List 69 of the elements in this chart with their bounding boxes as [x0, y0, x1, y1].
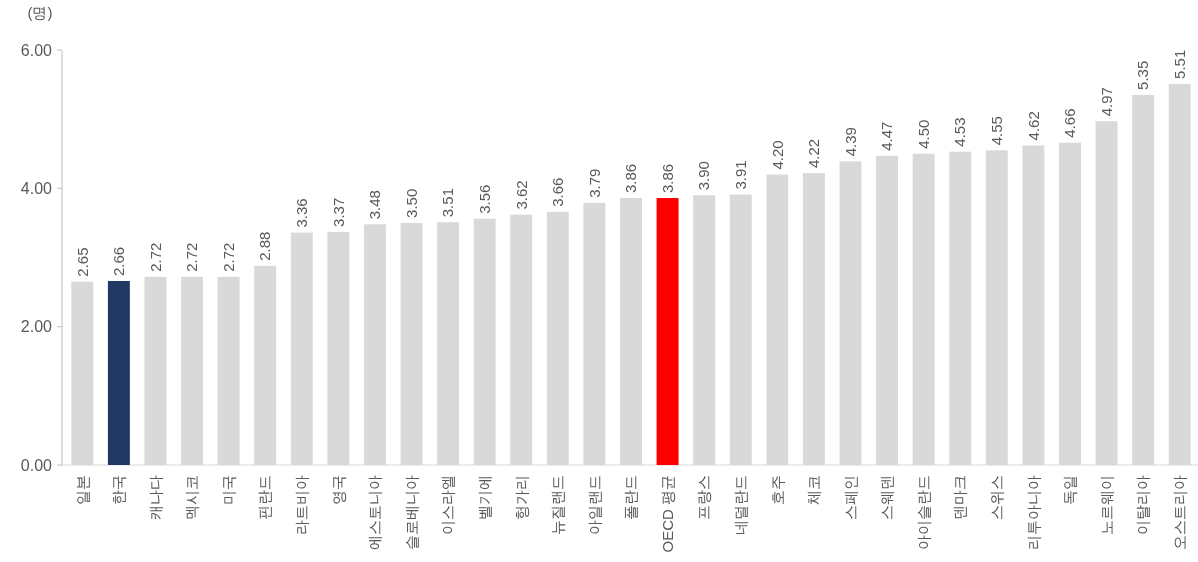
data-label: 3.50	[402, 188, 420, 218]
data-label: 4.50	[914, 119, 932, 149]
x-tick-label: 스웨덴	[878, 475, 896, 520]
x-tick-label: OECD 평균	[658, 475, 676, 553]
y-tick-label: 2.00	[20, 318, 53, 336]
x-tick-label: 스페인	[841, 475, 859, 520]
data-label: 2.72	[146, 242, 164, 272]
data-label: 4.20	[768, 140, 786, 170]
x-tick-label: 에스토니아	[366, 475, 384, 550]
x-tick-label: 이스라엘	[439, 475, 457, 535]
x-tick-label: 핀란드	[256, 475, 274, 520]
data-label: 2.72	[219, 242, 237, 272]
x-tick-label: 프랑스	[695, 475, 713, 520]
data-label: 2.66	[110, 246, 128, 277]
data-label: 3.51	[439, 188, 457, 218]
data-label: 3.37	[329, 197, 347, 227]
data-label: 3.91	[731, 160, 749, 190]
data-label: 2.65	[73, 247, 91, 277]
x-tick-label: 일본	[73, 475, 91, 505]
x-tick-label: 멕시코	[183, 475, 201, 520]
x-tick-label: 라트비아	[293, 475, 311, 535]
y-axis-title: (명)	[27, 4, 53, 21]
data-label: 3.48	[366, 190, 384, 220]
x-tick-label: 네덜란드	[731, 475, 749, 535]
data-label: 3.79	[585, 168, 603, 198]
data-label: 4.55	[988, 116, 1006, 146]
data-label: 4.66	[1061, 108, 1079, 138]
x-tick-label: 아일랜드	[585, 475, 603, 535]
data-label: 4.22	[805, 138, 823, 169]
x-tick-label: 이탈리아	[1134, 475, 1152, 535]
x-tick-label: 오스트리아	[1170, 475, 1188, 550]
data-label: 3.56	[475, 184, 493, 214]
bar	[107, 281, 130, 465]
x-tick-label: 아이슬란드	[914, 475, 932, 550]
data-label: 4.39	[841, 127, 859, 157]
x-tick-label: 노르웨이	[1097, 475, 1115, 535]
x-tick-label: 리투아니아	[1024, 475, 1042, 550]
data-label: 5.35	[1134, 60, 1152, 90]
x-tick-label: 벨기에	[475, 475, 493, 520]
data-label: 2.88	[256, 231, 274, 261]
x-tick-label: 스위스	[988, 475, 1006, 520]
x-tick-label: 호주	[768, 475, 786, 505]
x-tick-label: 뉴질랜드	[549, 475, 567, 535]
y-tick-label: 4.00	[20, 179, 53, 197]
bar	[656, 198, 679, 465]
x-tick-label: 독일	[1061, 475, 1079, 505]
x-tick-label: 영국	[329, 475, 347, 505]
data-label: 4.97	[1097, 87, 1115, 117]
x-tick-label: 미국	[219, 475, 237, 505]
x-tick-label: 체코	[805, 475, 823, 505]
data-label: 3.86	[622, 163, 640, 194]
x-tick-label: 폴란드	[622, 475, 640, 520]
data-label: 4.47	[878, 121, 896, 151]
data-label: 4.53	[951, 117, 969, 147]
x-tick-label: 헝가리	[512, 475, 530, 520]
data-label: 3.66	[549, 177, 567, 207]
y-tick-label: 6.00	[20, 41, 53, 59]
data-label: 3.36	[293, 198, 311, 228]
y-tick-label: 0.00	[20, 456, 53, 474]
data-label: 3.90	[695, 161, 713, 191]
data-label: 3.86	[658, 163, 676, 194]
data-label: 5.51	[1170, 49, 1188, 79]
x-tick-label: 캐나다	[146, 475, 164, 520]
data-label: 3.62	[512, 180, 530, 210]
x-tick-label: 덴마크	[951, 475, 969, 520]
x-tick-label: 한국	[110, 475, 128, 505]
data-label: 4.62	[1024, 111, 1042, 141]
x-tick-label: 슬로베니아	[402, 475, 420, 550]
data-label: 2.72	[183, 242, 201, 272]
